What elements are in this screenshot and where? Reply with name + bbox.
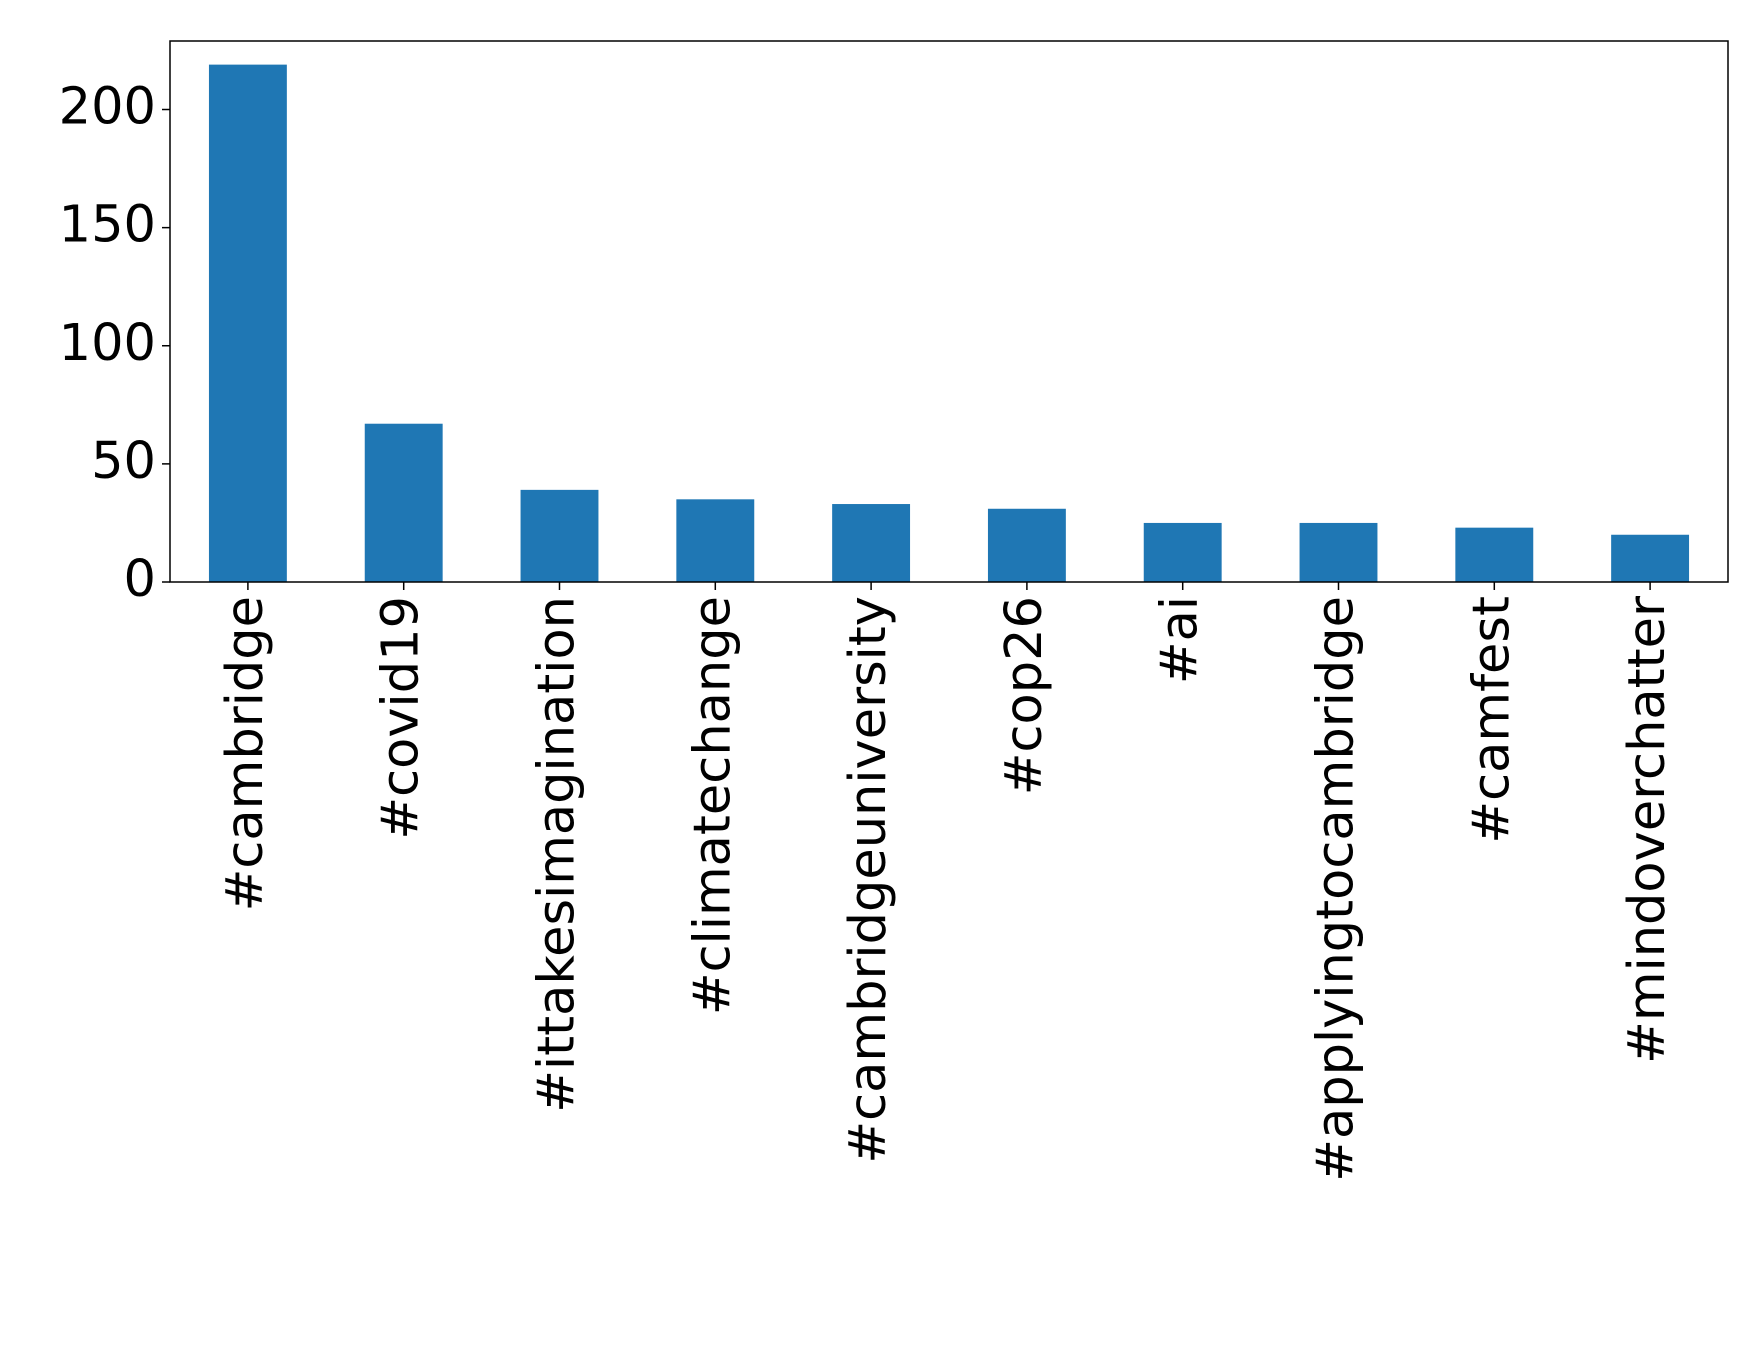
x-tick-label: #applyingtocambridge — [1307, 596, 1366, 1182]
y-tick-label: 150 — [59, 196, 156, 255]
bar — [208, 64, 287, 582]
bar — [520, 489, 599, 582]
x-tick-label: #mindoverchatter — [1618, 596, 1677, 1064]
y-tick-label: 100 — [59, 314, 156, 373]
bar — [364, 423, 443, 582]
plot-frame — [169, 40, 1729, 583]
x-tick-label: #climatechange — [683, 596, 742, 1015]
y-tick-label: 0 — [124, 550, 156, 609]
bar — [832, 504, 911, 582]
bar — [1299, 522, 1378, 582]
x-tick-label: #cambridgeuniversity — [839, 596, 898, 1164]
x-tick-label: #covid19 — [372, 596, 431, 840]
x-tick-label: #camfest — [1462, 596, 1521, 844]
x-tick-label: #cop26 — [995, 596, 1054, 795]
bar — [1611, 534, 1690, 582]
x-tick-label: #ittakesimagination — [528, 596, 587, 1113]
bar — [676, 499, 755, 582]
x-tick-label: #ai — [1151, 596, 1210, 684]
x-tick-label: #cambridge — [216, 596, 275, 911]
bar — [987, 508, 1066, 582]
y-tick-label: 200 — [59, 78, 156, 137]
y-tick-label: 50 — [91, 432, 156, 491]
bar — [1143, 522, 1222, 582]
bar — [1455, 527, 1534, 582]
